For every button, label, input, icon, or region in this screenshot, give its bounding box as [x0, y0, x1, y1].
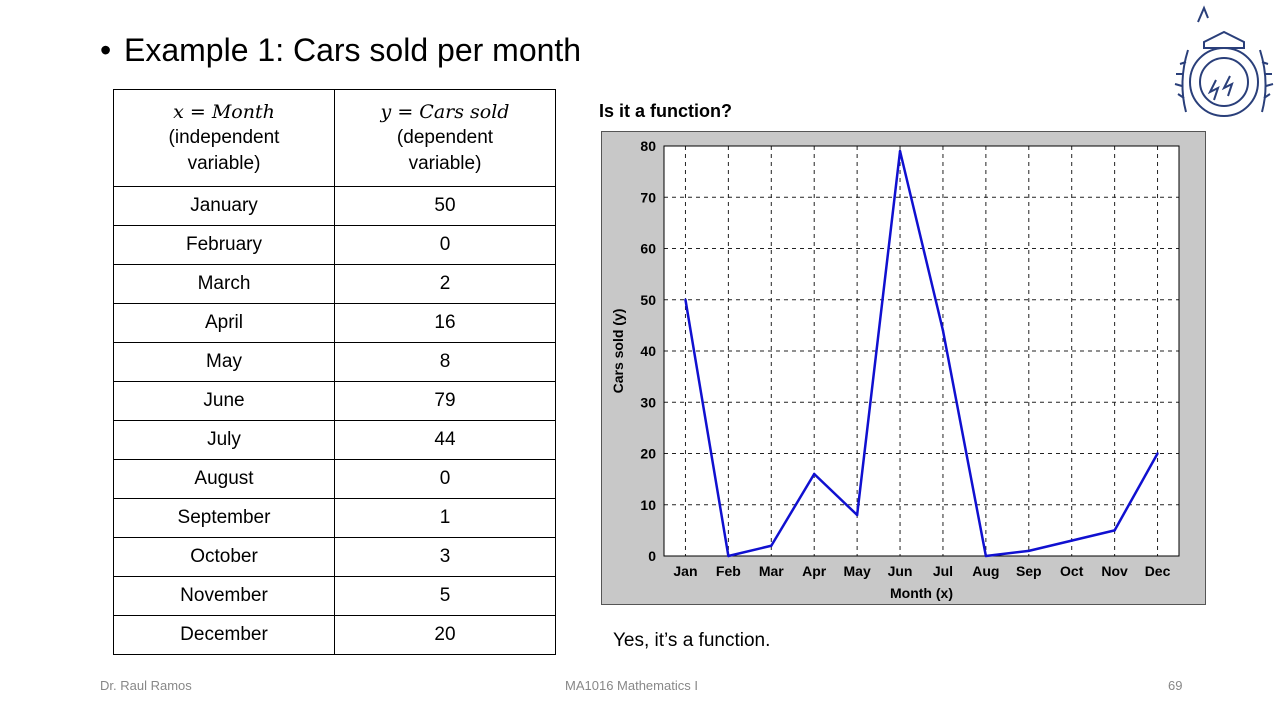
slide-title-text: Example 1: Cars sold per month	[124, 32, 582, 68]
x-tick-label: Jun	[888, 563, 913, 579]
month-cell: April	[113, 303, 335, 343]
cars-cell: 5	[334, 576, 556, 616]
y-tick-label: 20	[640, 446, 656, 462]
table-row: August 0	[113, 459, 556, 499]
table-row: June 79	[113, 381, 556, 421]
x-tick-label: Nov	[1101, 563, 1128, 579]
month-cell: March	[113, 264, 335, 304]
x-tick-label: Mar	[759, 563, 784, 579]
y-tick-label: 30	[640, 394, 656, 410]
header-x-cell: x = Month (independent variable)	[113, 89, 335, 187]
header-y-desc: (dependent variable)	[396, 127, 494, 174]
cars-cell: 50	[334, 186, 556, 226]
table-row: November 5	[113, 576, 556, 616]
plot-frame	[663, 145, 1180, 557]
x-tick-label: Aug	[972, 563, 999, 579]
cars-cell: 44	[334, 420, 556, 460]
table-row: May 8	[113, 342, 556, 382]
table-row: February 0	[113, 225, 556, 265]
y-axis-label: Cars sold (y)	[610, 309, 626, 394]
month-cell: January	[113, 186, 335, 226]
answer-text: Yes, it’s a function.	[613, 630, 771, 651]
data-point	[684, 298, 687, 301]
month-cell: October	[113, 537, 335, 577]
footer-author: Dr. Raul Ramos	[100, 678, 192, 693]
y-tick-label: 80	[640, 138, 656, 154]
table-row: July 44	[113, 420, 556, 460]
data-point	[770, 544, 773, 547]
month-cell: June	[113, 381, 335, 421]
x-tick-label: Apr	[802, 563, 827, 579]
month-cell: May	[113, 342, 335, 382]
cars-cell: 3	[334, 537, 556, 577]
series-line	[684, 149, 1159, 558]
data-point	[898, 149, 902, 153]
y-tick-label: 10	[640, 497, 656, 513]
cars-cell: 8	[334, 342, 556, 382]
question-text: Is it a function?	[599, 101, 732, 121]
y-tick-label: 50	[640, 292, 656, 308]
cars-cell: 1	[334, 498, 556, 538]
data-point	[813, 472, 816, 476]
data-point	[855, 513, 859, 517]
month-cell: July	[113, 420, 335, 460]
line-chart: 0 10 20 30 40 50 60 70 80 Jan Feb Mar Apr May Jun Jul Au…	[610, 138, 1180, 601]
footer-course: MA1016 Mathematics I	[565, 678, 698, 693]
table-row: January 50	[113, 186, 556, 226]
header-y-math: y = Cars sold	[380, 101, 510, 123]
month-cell: September	[113, 498, 335, 538]
y-tick-label: 70	[640, 189, 656, 205]
cars-cell: 2	[334, 264, 556, 304]
cars-cell: 0	[334, 225, 556, 265]
x-tick-label: Jan	[673, 563, 697, 579]
table-row: April 16	[113, 303, 556, 343]
x-axis-label: Month (x)	[890, 585, 953, 601]
x-tick-label: Sep	[1016, 563, 1042, 579]
table-row: September 1	[113, 498, 556, 538]
x-tick-label: Jul	[933, 563, 953, 579]
table-row: December 20	[113, 615, 556, 655]
data-point	[1027, 549, 1030, 553]
slide-title: • Example 1: Cars sold per month	[100, 32, 581, 69]
cars-cell: 79	[334, 381, 556, 421]
cars-cell: 20	[334, 615, 556, 655]
x-tick-label: Dec	[1145, 563, 1171, 579]
university-seal-logo	[1174, 5, 1274, 117]
month-cell: August	[113, 459, 335, 499]
chart-panel: 0 10 20 30 40 50 60 70 80 Jan Feb Mar Apr May Jun Jul Au…	[601, 131, 1206, 605]
data-table: x = Month (independent variable) y = Car…	[113, 89, 556, 655]
data-point	[727, 554, 730, 558]
y-tick-label: 60	[640, 241, 656, 257]
cars-cell: 16	[334, 303, 556, 343]
x-tick-label: May	[844, 563, 871, 579]
cars-cell: 0	[334, 459, 556, 499]
y-tick-label: 40	[640, 343, 656, 359]
footer-page-number: 69	[1168, 678, 1183, 693]
bullet-icon: •	[100, 32, 112, 68]
data-point	[1070, 539, 1073, 542]
header-y-cell: y = Cars sold (dependent variable)	[334, 89, 556, 187]
y-tick-label: 0	[648, 548, 656, 564]
data-point	[1113, 529, 1116, 532]
table-row: October 3	[113, 537, 556, 577]
table-row: March 2	[113, 264, 556, 304]
month-cell: December	[113, 615, 335, 655]
table-header-row: x = Month (independent variable) y = Car…	[113, 89, 556, 187]
data-point	[1156, 452, 1159, 455]
header-x-desc: (independent variable)	[168, 127, 280, 174]
data-point	[941, 329, 945, 332]
x-tick-label: Feb	[716, 563, 741, 579]
month-cell: November	[113, 576, 335, 616]
x-tick-label: Oct	[1060, 563, 1084, 579]
data-point	[984, 554, 988, 558]
month-cell: February	[113, 225, 335, 265]
header-x-math: x = Month	[173, 101, 275, 123]
